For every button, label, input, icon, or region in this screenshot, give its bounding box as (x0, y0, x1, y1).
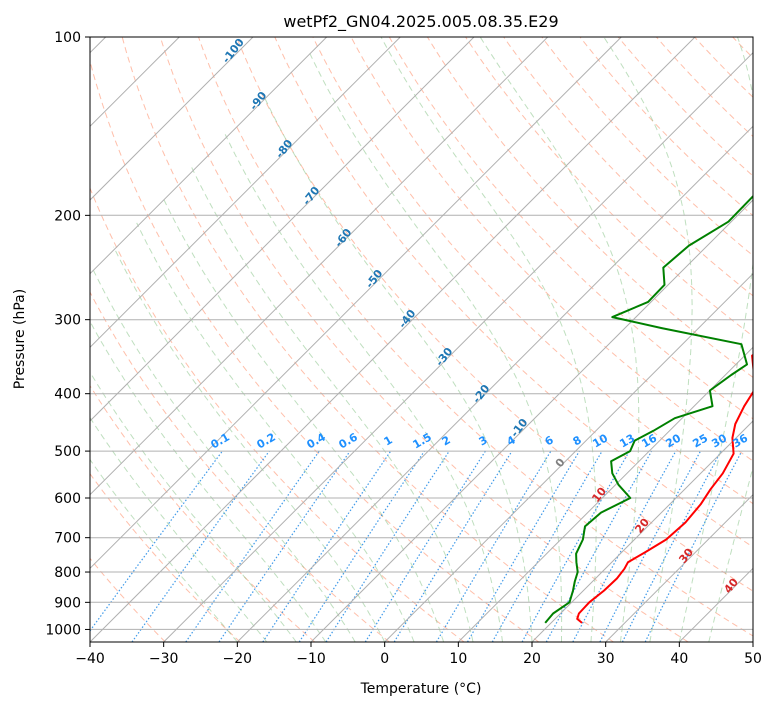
moist-adiabat-line (263, 96, 533, 642)
mixing-ratio-line (572, 450, 677, 642)
x-tick-label: −30 (149, 651, 179, 667)
mixing-ratio-line (298, 450, 425, 642)
y-axis-title: Pressure (hPa) (12, 289, 28, 389)
isotherm-line (90, 37, 328, 275)
y-tick-label: 800 (54, 565, 81, 581)
dry-adiabat-line (312, 37, 753, 505)
x-tick-label: 10 (449, 651, 467, 667)
moist-adiabat-line (113, 246, 386, 642)
isotherm-line (90, 37, 549, 496)
isotherm-line (310, 199, 753, 642)
isotherm-line (90, 37, 696, 642)
mixing-ratio-line (218, 450, 351, 642)
y-tick-label: 100 (54, 30, 81, 46)
mixing-ratio-line (90, 450, 223, 632)
mixing-ratio-line (185, 450, 320, 642)
dry-adiabat-line (426, 37, 753, 378)
mixing-ratio-line (393, 450, 513, 642)
dry-adiabat-line (90, 186, 465, 642)
dry-adiabat-line (503, 37, 753, 297)
moist-adiabat-line (90, 320, 327, 642)
sounding-profiles (544, 194, 753, 624)
y-tick-label: 200 (54, 208, 81, 224)
isotherm-line (531, 420, 753, 642)
dry-adiabat-line (617, 37, 753, 177)
dry-adiabat-line (198, 37, 753, 637)
y-tick-label: 700 (54, 531, 81, 547)
moist-adiabat-line (191, 167, 474, 642)
temperature-profile-line (576, 353, 753, 624)
y-tick-label: 1000 (45, 622, 81, 638)
mixing-ratio-line (131, 450, 270, 642)
y-tick-label: 300 (54, 313, 81, 329)
chart-title: wetPf2_GN04.2025.005.08.35.E29 (283, 12, 558, 32)
isotherm-line (90, 37, 475, 422)
isotherm-line (90, 37, 254, 201)
x-tick-label: 0 (380, 651, 389, 667)
moist-adiabat-line (92, 268, 356, 642)
x-axis-title: Temperature (°C) (360, 681, 482, 697)
mixing-ratio-line (491, 450, 603, 642)
y-tick-label: 500 (54, 444, 81, 460)
mixing-ratio-line (521, 450, 631, 642)
dry-adiabat-line (90, 291, 390, 642)
dry-adiabat-line (121, 37, 614, 642)
dewpoint-profile-line (544, 194, 753, 624)
isotherm-line (90, 37, 401, 349)
dry-adiabat-line (388, 37, 753, 420)
x-tick-label: 20 (523, 651, 541, 667)
isotherm-line (457, 346, 753, 642)
mixing-ratio-line (364, 450, 486, 642)
y-tick-label: 900 (54, 595, 81, 611)
dry-adiabat-line (159, 37, 689, 642)
moist-adiabat-line (90, 458, 238, 642)
isotherm-line (384, 272, 753, 642)
dry-adiabat-line (236, 37, 753, 592)
x-axis-ticks: −40 −30 −20 −10 0 10 20 30 40 50 (75, 642, 762, 667)
x-tick-label: 50 (744, 651, 762, 667)
moist-adiabat-line (678, 37, 753, 642)
x-tick-label: 30 (597, 651, 615, 667)
x-tick-label: −20 (223, 651, 253, 667)
mixing-ratio-line (644, 450, 743, 642)
y-axis-ticks: 100 200 300 400 500 600 700 800 900 1000 (45, 30, 90, 638)
dry-adiabat-line (90, 384, 316, 642)
moist-adiabat-line (708, 465, 753, 642)
mixing-ratio-line (599, 450, 702, 642)
y-tick-label: 400 (54, 387, 81, 403)
isotherm-line (90, 37, 622, 570)
mixing-ratio-line (325, 450, 450, 642)
moist-adiabat-line (603, 37, 693, 642)
moist-adiabat-line (308, 51, 563, 642)
moist-adiabat-line (161, 196, 445, 642)
moist-adiabat-line (136, 222, 415, 642)
grid-lines (90, 37, 753, 642)
plot-frame (89, 36, 754, 643)
dry-adiabat-line (90, 59, 540, 642)
x-tick-label: −40 (75, 651, 105, 667)
isotherm-line (163, 51, 753, 642)
isotherm-line (605, 493, 753, 642)
y-tick-label: 600 (54, 491, 81, 507)
moist-adiabat-line (479, 37, 640, 642)
x-tick-label: 40 (670, 651, 688, 667)
dry-adiabat-line (274, 37, 753, 548)
x-tick-label: −10 (296, 651, 326, 667)
isotherm-line (236, 125, 753, 642)
